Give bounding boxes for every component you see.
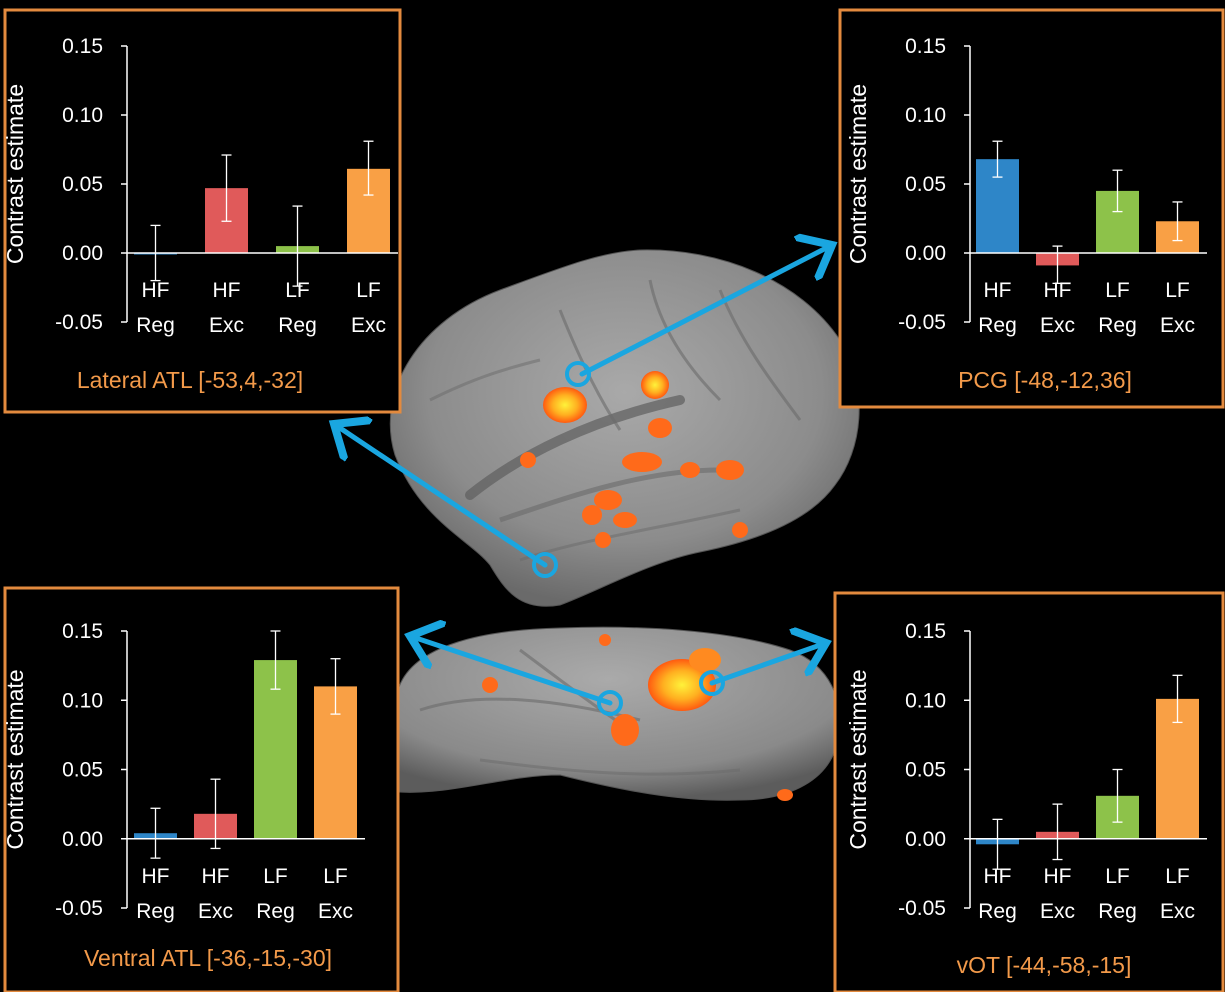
y-tick-label: 0.10 — [905, 104, 946, 127]
category-label-line1: HF — [1044, 865, 1072, 888]
y-tick-label: 0.15 — [905, 35, 946, 58]
category-label-line1: HF — [202, 865, 230, 888]
category-label-line2: Exc — [209, 314, 244, 337]
category-label-line1: LF — [356, 279, 381, 302]
category-label-line1: HF — [984, 279, 1012, 302]
roi-circle-lateral-atl — [532, 552, 558, 578]
panel-frame — [838, 8, 1225, 409]
category-label-line1: LF — [1105, 865, 1130, 888]
category-label-line1: HF — [142, 279, 170, 302]
category-label-line1: LF — [1165, 279, 1190, 302]
y-tick-label: -0.05 — [55, 897, 103, 920]
arrow-ventral-atl — [410, 636, 613, 706]
roi-circle-pcg — [565, 361, 591, 387]
panel-vot: 0.15 0.10 0.05 0.00 -0.05 Contrast estimate HF… — [833, 591, 1225, 992]
y-tick-label: 0.05 — [905, 173, 946, 196]
y-tick-label: 0.15 — [905, 620, 946, 643]
category-label-line1: HF — [1044, 279, 1072, 302]
y-tick-label: 0.05 — [62, 173, 103, 196]
category-label-line2: Exc — [1040, 900, 1075, 923]
y-axis-label: Contrast estimate — [2, 669, 28, 849]
y-axis-label: Contrast estimate — [845, 84, 871, 264]
region-title: Ventral ATL [-36,-15,-30] — [84, 945, 332, 971]
y-tick-label: 0.05 — [905, 759, 946, 782]
category-label-line1: HF — [213, 279, 241, 302]
category-label-line2: Reg — [256, 900, 295, 923]
y-tick-label: -0.05 — [55, 311, 103, 334]
category-label-line2: Exc — [1160, 314, 1195, 337]
lateral-brain-surface — [389, 249, 860, 607]
arrow-pcg — [579, 245, 832, 377]
y-tick-label: 0.15 — [62, 620, 103, 643]
arrow-lateral-atl — [334, 424, 548, 568]
category-label-line2: Exc — [318, 900, 353, 923]
panel-lateral-atl: 0.15 0.10 0.05 0.00 -0.05 Contrast estimate HF… — [2, 8, 402, 414]
panel-frame — [3, 8, 402, 414]
y-axis-label: Contrast estimate — [845, 669, 871, 849]
category-label-line2: Reg — [136, 900, 175, 923]
y-tick-label: 0.00 — [62, 828, 103, 851]
y-tick-label: -0.05 — [898, 897, 946, 920]
y-tick-label: 0.05 — [62, 759, 103, 782]
y-tick-label: 0.00 — [905, 242, 946, 265]
arrow-vot — [709, 643, 826, 686]
category-label-line2: Exc — [1040, 314, 1075, 337]
region-title: PCG [-48,-12,36] — [958, 367, 1132, 393]
y-tick-label: 0.10 — [62, 689, 103, 712]
category-label-line1: LF — [1105, 279, 1130, 302]
roi-circle-vot — [699, 670, 725, 696]
y-tick-label: -0.05 — [898, 311, 946, 334]
region-title: vOT [-44,-58,-15] — [957, 952, 1132, 978]
y-axis-label: Contrast estimate — [2, 84, 28, 264]
category-label-line2: Reg — [278, 314, 317, 337]
roi-arrows — [334, 245, 832, 716]
category-label-line1: LF — [263, 865, 288, 888]
roi-circle-ventral-atl — [597, 690, 623, 716]
category-label-line2: Reg — [1098, 314, 1137, 337]
category-label-line1: LF — [1165, 865, 1190, 888]
category-label-line2: Reg — [1098, 900, 1137, 923]
y-tick-label: 0.15 — [62, 35, 103, 58]
category-label-line2: Reg — [978, 900, 1017, 923]
y-tick-label: 0.10 — [62, 104, 103, 127]
category-label-line1: LF — [323, 865, 348, 888]
category-label-line2: Exc — [1160, 900, 1195, 923]
category-label-line1: HF — [984, 865, 1012, 888]
panel-ventral-atl: 0.15 0.10 0.05 0.00 -0.05 Contrast estimate HF… — [2, 586, 400, 992]
activation-clusters-lateral — [520, 371, 748, 548]
y-tick-label: 0.00 — [62, 242, 103, 265]
category-label-line1: HF — [142, 865, 170, 888]
y-tick-label: 0.00 — [905, 828, 946, 851]
category-label-line2: Exc — [351, 314, 386, 337]
category-label-line1: LF — [285, 279, 310, 302]
category-label-line2: Reg — [978, 314, 1017, 337]
y-tick-label: 0.10 — [905, 689, 946, 712]
category-label-line2: Exc — [198, 900, 233, 923]
activation-clusters-ventral — [482, 634, 793, 801]
region-title: Lateral ATL [-53,4,-32] — [77, 367, 303, 393]
bar — [254, 660, 297, 839]
panel-pcg: 0.15 0.10 0.05 0.00 -0.05 Contrast estimate HF… — [838, 8, 1225, 409]
category-label-line2: Reg — [136, 314, 175, 337]
